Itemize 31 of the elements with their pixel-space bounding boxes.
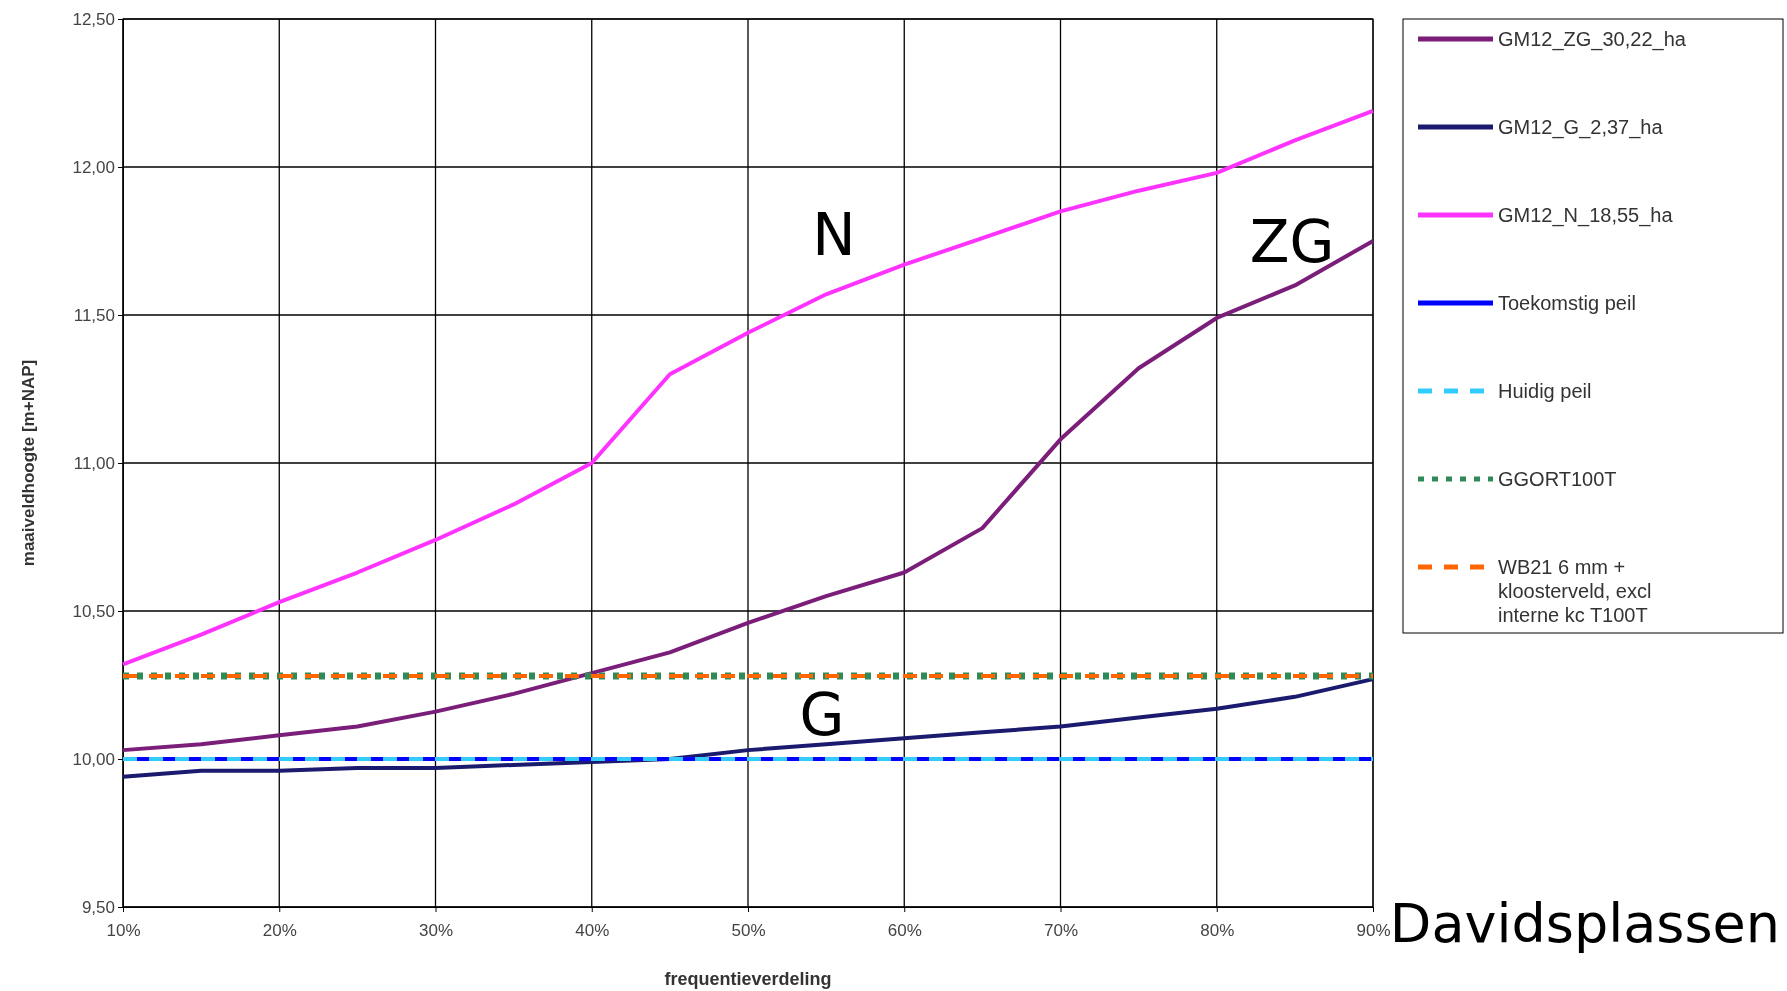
x-tick-label: 40% (575, 921, 610, 941)
y-tick-label: 11,00 (73, 453, 115, 473)
annotation: ZG (1249, 208, 1335, 276)
x-tick-label: 80% (1200, 921, 1235, 941)
text: Davidsplassen (1389, 892, 1780, 955)
x-tick-label: 50% (731, 921, 766, 941)
annotation: N (812, 201, 856, 269)
x-tick-label: 90% (1356, 921, 1391, 941)
x-tick-label: 60% (887, 921, 922, 941)
legend-label: Toekomstig peil (1498, 292, 1636, 314)
y-tick-label: 12,00 (72, 157, 115, 177)
x-axis-title: frequentieverdeling (664, 969, 832, 989)
x-tick-label: 20% (262, 921, 297, 941)
y-tick-label: 10,50 (72, 601, 115, 621)
y-axis-title: maaiveldhoogte [m+NAP] (19, 359, 38, 567)
y-tick-label: 11,50 (73, 305, 115, 325)
legend-label: GM12_ZG_30,22_ha (1498, 28, 1687, 51)
x-tick-label: 30% (418, 921, 454, 941)
legend-label: Huidig peil (1498, 380, 1592, 402)
legend-label: GM12_G_2,37_ha (1498, 116, 1664, 139)
line-series (121, 677, 1375, 779)
y-tick-label: 9,50 (81, 897, 115, 917)
line-series (121, 108, 1375, 667)
legend-label: GM12_N_18,55_ha (1498, 204, 1674, 227)
y-tick-label: 10,00 (72, 749, 115, 769)
legend-label: GGORT100T (1498, 468, 1617, 490)
y-tick-label: 12,50 (72, 9, 115, 29)
annotation: G (799, 681, 845, 749)
x-tick-label: 70% (1043, 921, 1079, 941)
legend-label: WB21 6 mm + kloosterveld, excl interne kc T100T (1498, 556, 1652, 626)
x-tick-label: 10% (106, 921, 141, 941)
